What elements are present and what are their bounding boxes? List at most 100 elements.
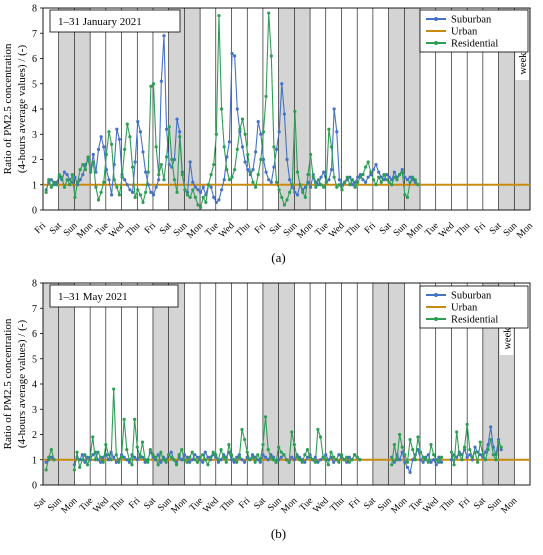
data-point-residential xyxy=(72,468,77,472)
data-point-residential xyxy=(222,455,226,459)
data-point-suburban xyxy=(130,190,135,194)
data-point-suburban xyxy=(94,170,98,174)
legend-label-residential: Residential xyxy=(451,315,498,326)
data-point-residential xyxy=(246,152,250,157)
weekend-shade xyxy=(184,8,201,210)
data-point-suburban xyxy=(114,460,118,464)
data-point-residential xyxy=(109,458,113,462)
data-point-residential xyxy=(190,450,194,454)
data-point-suburban xyxy=(140,455,145,459)
data-point-residential xyxy=(211,450,215,454)
data-point-residential xyxy=(78,465,82,469)
data-point-residential xyxy=(429,443,433,447)
data-point-residential xyxy=(321,455,325,459)
data-point-residential xyxy=(65,178,69,182)
data-point-residential xyxy=(395,458,399,462)
data-point-suburban xyxy=(403,460,407,464)
legend-label-suburban: Suburban xyxy=(451,15,492,26)
data-point-residential xyxy=(274,180,279,184)
weekend-shade xyxy=(58,283,75,485)
data-point-residential xyxy=(473,450,477,454)
x-tick-label: Sat xyxy=(488,221,504,237)
data-point-suburban xyxy=(96,147,101,151)
x-tick-label: Sat xyxy=(158,221,174,237)
data-point-residential xyxy=(352,453,357,457)
y-axis-label: (4-hours average values) / (-) xyxy=(16,320,28,449)
data-point-residential xyxy=(120,175,124,179)
data-point-suburban xyxy=(358,173,362,177)
data-point-residential xyxy=(316,178,321,182)
data-point-suburban xyxy=(267,178,271,182)
x-tick-label: Mon xyxy=(295,221,315,241)
legend-marker-suburban xyxy=(434,17,438,21)
data-point-suburban xyxy=(138,130,142,134)
y-tick-label: 3 xyxy=(32,130,37,141)
data-point-residential xyxy=(405,195,410,199)
data-point-suburban xyxy=(193,453,197,457)
data-point-suburban xyxy=(143,460,147,464)
data-point-suburban xyxy=(240,145,245,149)
x-tick-label: Mon xyxy=(170,496,190,516)
data-point-suburban xyxy=(449,458,454,462)
data-point-residential xyxy=(125,122,129,126)
series-line-residential xyxy=(391,434,442,465)
data-point-residential xyxy=(285,198,289,202)
data-point-residential xyxy=(232,458,236,462)
data-point-residential xyxy=(133,417,137,421)
data-point-residential xyxy=(332,455,336,459)
data-point-residential xyxy=(107,130,111,134)
data-point-suburban xyxy=(293,190,297,194)
data-point-residential xyxy=(117,193,122,197)
data-point-residential xyxy=(408,437,412,442)
data-point-suburban xyxy=(73,175,77,179)
data-point-suburban xyxy=(316,183,321,187)
data-point-residential xyxy=(86,155,90,159)
data-point-residential xyxy=(356,180,360,184)
data-point-residential xyxy=(206,183,211,187)
data-point-suburban xyxy=(295,193,300,197)
data-point-residential xyxy=(345,175,349,179)
data-point-suburban xyxy=(392,170,396,174)
data-point-suburban xyxy=(191,180,195,184)
x-tick-label: Fri xyxy=(473,221,488,236)
data-point-residential xyxy=(483,458,488,462)
data-point-suburban xyxy=(332,460,336,464)
data-point-residential xyxy=(478,440,482,444)
data-point-residential xyxy=(219,107,224,111)
x-tick-label: Mon xyxy=(405,221,425,241)
data-point-residential xyxy=(148,448,152,452)
data-point-residential xyxy=(411,448,415,452)
data-point-residential xyxy=(248,170,252,174)
data-point-residential xyxy=(180,173,184,177)
data-point-residential xyxy=(144,190,148,194)
data-point-residential xyxy=(369,170,373,174)
data-point-suburban xyxy=(81,173,85,177)
x-tick-label: Fri xyxy=(363,221,378,236)
x-tick-label: Fri xyxy=(347,496,362,511)
x-tick-label: Sat xyxy=(362,496,378,512)
data-point-residential xyxy=(52,458,56,462)
data-point-residential xyxy=(201,453,205,457)
x-tick-label: Tue xyxy=(188,496,205,513)
data-point-suburban xyxy=(251,168,255,172)
data-point-suburban xyxy=(253,455,257,459)
data-point-residential xyxy=(400,170,404,174)
data-point-suburban xyxy=(214,200,218,205)
data-point-suburban xyxy=(123,178,127,182)
data-point-suburban xyxy=(235,107,239,111)
data-point-suburban xyxy=(340,183,344,187)
data-point-residential xyxy=(91,160,95,164)
data-point-residential xyxy=(203,458,207,462)
data-point-suburban xyxy=(465,455,469,459)
data-point-suburban xyxy=(254,150,258,154)
data-point-residential xyxy=(238,127,242,131)
data-point-residential xyxy=(366,160,370,164)
data-point-suburban xyxy=(324,453,328,457)
data-point-suburban xyxy=(269,180,273,184)
data-point-suburban xyxy=(347,455,351,459)
x-tick-label: Mon xyxy=(185,221,205,241)
data-point-residential xyxy=(52,180,56,184)
data-point-residential xyxy=(264,94,268,98)
data-point-residential xyxy=(146,170,150,174)
